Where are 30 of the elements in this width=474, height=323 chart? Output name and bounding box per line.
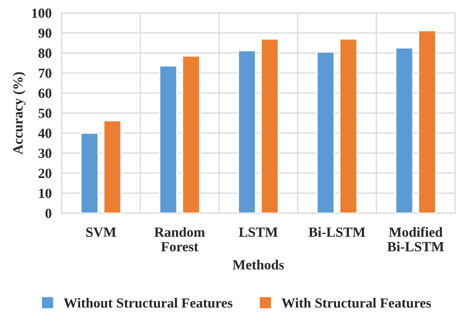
bar	[260, 38, 280, 214]
y-axis-title: Accuracy (%)	[12, 72, 26, 154]
y-tick-label: 0	[45, 208, 52, 218]
legend-label: With Structural Features	[282, 298, 431, 308]
y-tick-label: 10	[39, 188, 52, 198]
bar	[182, 55, 200, 214]
bar	[316, 51, 335, 214]
y-tick-label: 90	[38, 28, 52, 38]
legend-label: Without Structural Features	[64, 298, 232, 308]
y-tick-label: 40	[38, 128, 52, 138]
bar	[339, 38, 358, 214]
x-tick-label: Bi-LSTM	[308, 227, 366, 237]
bar	[80, 132, 99, 214]
bar	[103, 120, 122, 214]
y-tick-label: 30	[38, 148, 52, 158]
y-tick-label: 70	[38, 68, 52, 78]
y-tick-label: 50	[38, 108, 52, 118]
y-tick-label: 80	[38, 48, 52, 58]
bar	[418, 30, 436, 214]
y-tick-label: 60	[38, 88, 52, 98]
bar	[158, 65, 178, 214]
x-tick-label: LSTM	[238, 228, 278, 237]
y-tick-label: 100	[32, 8, 52, 18]
bar	[238, 50, 256, 214]
y-tick-label: 20	[38, 168, 52, 178]
x-tick-label: Modified Bi-LSTM	[387, 226, 444, 252]
x-tick-label: SVM	[86, 228, 116, 237]
x-tick-label: Random Forest	[154, 227, 205, 252]
x-axis-title: Methods	[232, 260, 284, 270]
bar	[394, 47, 414, 214]
